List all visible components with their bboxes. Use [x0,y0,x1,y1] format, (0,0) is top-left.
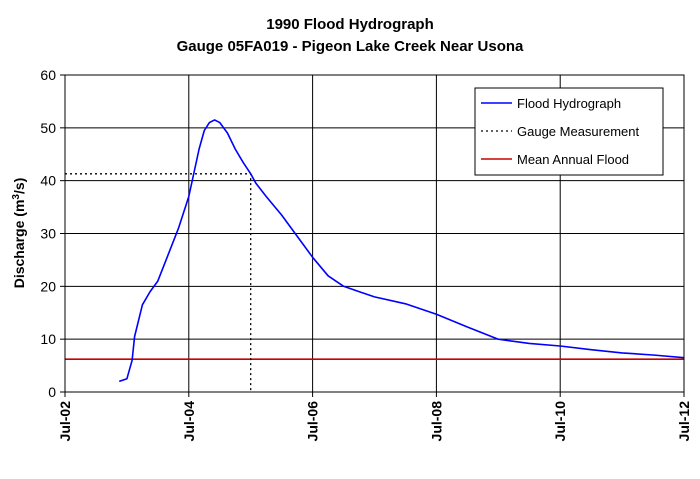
x-tick-label: Jul-10 [552,401,568,442]
legend-label-mean-flood: Mean Annual Flood [517,152,629,167]
x-tick-label: Jul-08 [428,401,444,442]
x-tick-label: Jul-04 [181,401,197,442]
y-tick-label: 60 [40,67,56,83]
chart-title: 1990 Flood Hydrograph [266,16,434,33]
y-tick-label: 40 [40,173,56,189]
y-tick-label: 10 [40,331,56,347]
legend: Flood Hydrograph Gauge Measurement Mean … [474,87,664,176]
y-tick-label: 50 [40,120,56,136]
legend-label-hydrograph: Flood Hydrograph [517,96,621,111]
x-axis-ticks: Jul-02 Jul-04 Jul-06 Jul-08 Jul-10 Jul-12 [57,392,692,441]
y-tick-label: 0 [48,384,56,400]
y-axis-label: Discharge (m3/s) [11,178,27,289]
x-tick-label: Jul-12 [676,401,692,442]
chart-subtitle: Gauge 05FA019 - Pigeon Lake Creek Near U… [176,38,524,55]
series-flood-hydrograph [118,119,685,383]
x-tick-label: Jul-02 [57,401,73,442]
legend-label-gauge: Gauge Measurement [517,124,640,139]
series-group [65,119,685,392]
y-tick-label: 20 [40,278,56,294]
plot-frame [64,74,685,393]
y-axis-ticks: 0 10 20 30 40 50 60 [40,67,65,400]
y-tick-label: 30 [40,226,56,242]
chart-title-block: 1990 Flood Hydrograph Gauge 05FA019 - Pi… [0,14,700,58]
x-tick-label: Jul-06 [305,401,321,442]
